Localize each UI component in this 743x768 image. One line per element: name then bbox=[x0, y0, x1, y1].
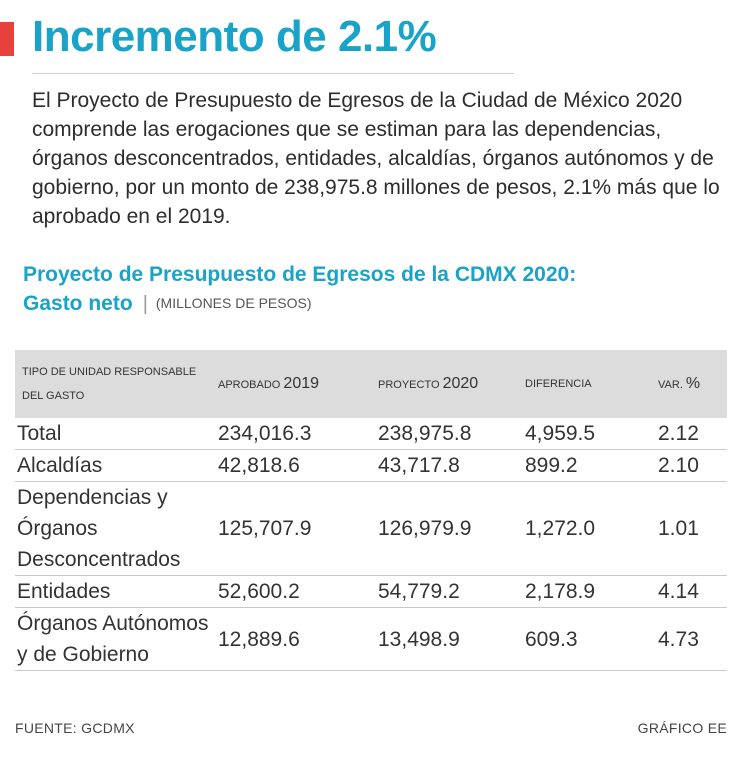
cell-aprobado-2019: 12,889.6 bbox=[218, 607, 378, 671]
cell-aprobado-2019: 42,818.6 bbox=[218, 449, 378, 482]
cell-diferencia: 899.2 bbox=[525, 449, 658, 482]
chart-units: (MILLONES DE PESOS) bbox=[155, 295, 312, 311]
cell-proyecto-2020: 126,979.9 bbox=[378, 481, 525, 576]
cell-var: 1.01 bbox=[658, 481, 727, 576]
table-row: Órganos Autónomos y de Gobierno 12,889.6… bbox=[15, 607, 727, 671]
table-row: Dependencias y Órganos Desconcentrados 1… bbox=[15, 481, 727, 576]
source-note: FUENTE: GCDMX bbox=[15, 720, 135, 736]
column-header-percent: % bbox=[685, 375, 701, 392]
column-header-label: Aprobado bbox=[218, 379, 281, 391]
column-header-label: Var. bbox=[658, 379, 683, 391]
table-row: Entidades 52,600.2 54,779.2 2,178.9 4.14 bbox=[15, 575, 727, 608]
cell-aprobado-2019: 125,707.9 bbox=[218, 481, 378, 576]
cell-proyecto-2020: 238,975.8 bbox=[378, 418, 525, 450]
cell-diferencia: 2,178.9 bbox=[525, 575, 658, 608]
title-divider bbox=[32, 73, 514, 74]
column-header-var: Var. % bbox=[658, 350, 727, 418]
cell-unit: Órganos Autónomos y de Gobierno bbox=[15, 607, 218, 671]
cell-diferencia: 1,272.0 bbox=[525, 481, 658, 576]
cell-aprobado-2019: 234,016.3 bbox=[218, 418, 378, 450]
cell-aprobado-2019: 52,600.2 bbox=[218, 575, 378, 608]
cell-var: 4.73 bbox=[658, 607, 727, 671]
column-header-unit: Tipo de unidad responsable del gasto bbox=[15, 350, 218, 418]
column-header-label: Diferencia bbox=[525, 378, 592, 390]
table-row: Alcaldías 42,818.6 43,717.8 899.2 2.10 bbox=[15, 449, 727, 482]
chart-subtitle: Gasto neto bbox=[23, 292, 133, 315]
accent-bar bbox=[0, 22, 14, 56]
cell-diferencia: 4,959.5 bbox=[525, 418, 658, 450]
cell-unit: Dependencias y Órganos Desconcentrados bbox=[15, 481, 218, 576]
cell-proyecto-2020: 13,498.9 bbox=[378, 607, 525, 671]
column-header-year: 2020 bbox=[442, 375, 479, 392]
graphic-credit: GRÁFICO EE bbox=[637, 720, 727, 736]
budget-table: Tipo de unidad responsable del gasto Apr… bbox=[15, 350, 727, 671]
cell-var: 2.10 bbox=[658, 449, 727, 482]
cell-unit: Total bbox=[15, 418, 218, 450]
cell-unit: Alcaldías bbox=[15, 449, 218, 482]
column-header-label: Proyecto bbox=[378, 379, 440, 391]
subtitle-separator: | bbox=[142, 293, 148, 315]
table-header-row: Tipo de unidad responsable del gasto Apr… bbox=[15, 350, 727, 418]
cell-proyecto-2020: 54,779.2 bbox=[378, 575, 525, 608]
chart-subtitle-line: Gasto neto | (MILLONES DE PESOS) bbox=[23, 289, 311, 318]
column-header-aprobado: Aprobado 2019 bbox=[218, 350, 378, 418]
cell-var: 4.14 bbox=[658, 575, 727, 608]
table-row: Total 234,016.3 238,975.8 4,959.5 2.12 bbox=[15, 418, 727, 450]
column-header-label: Tipo de unidad responsable del gasto bbox=[22, 366, 197, 402]
intro-paragraph: El Proyecto de Presupuesto de Egresos de… bbox=[32, 89, 720, 228]
page-title: Incremento de 2.1% bbox=[32, 12, 437, 61]
cell-diferencia: 609.3 bbox=[525, 607, 658, 671]
cell-unit: Entidades bbox=[15, 575, 218, 608]
column-header-year: 2019 bbox=[283, 375, 320, 392]
column-header-proyecto: Proyecto 2020 bbox=[378, 350, 525, 418]
column-header-diferencia: Diferencia bbox=[525, 350, 658, 418]
cell-proyecto-2020: 43,717.8 bbox=[378, 449, 525, 482]
chart-title: Proyecto de Presupuesto de Egresos de la… bbox=[23, 263, 577, 286]
cell-var: 2.12 bbox=[658, 418, 727, 450]
